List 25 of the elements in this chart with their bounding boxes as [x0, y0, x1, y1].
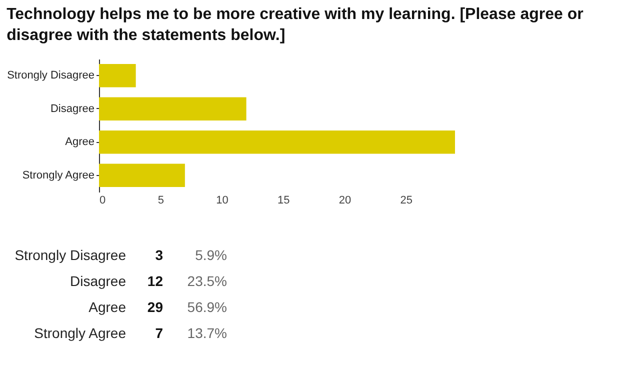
category-label: Agree [88, 299, 126, 315]
bar [99, 130, 455, 154]
bar [99, 64, 136, 88]
x-tick-label: 0 [100, 194, 106, 206]
x-tick-label: 15 [278, 194, 290, 206]
bar [99, 97, 246, 121]
text: 13.7% [187, 325, 227, 341]
bar [99, 164, 185, 188]
text: 3 [155, 247, 164, 263]
text: 12 [147, 273, 164, 289]
y-tick-label: Strongly Agree [22, 169, 94, 182]
text: 56.9% [187, 299, 227, 315]
y-tick-label: Disagree [50, 102, 94, 115]
text: 23.5% [187, 273, 227, 289]
text: 7 [155, 325, 164, 341]
chart-title: Technology helps me to be more creative with my learning. [Please agree or disagree with the statements below.] [6, 6, 584, 44]
x-tick-label: 10 [216, 194, 228, 206]
text: 29 [147, 299, 164, 315]
x-tick-label: 5 [158, 194, 164, 206]
text: 5.9% [195, 247, 227, 263]
category-label: Disagree [70, 273, 126, 289]
x-tick-label: 25 [400, 194, 413, 206]
y-tick-label: Agree [65, 136, 94, 148]
y-tick-label: Strongly Disagree [7, 70, 94, 82]
x-tick-label: 20 [338, 194, 352, 206]
